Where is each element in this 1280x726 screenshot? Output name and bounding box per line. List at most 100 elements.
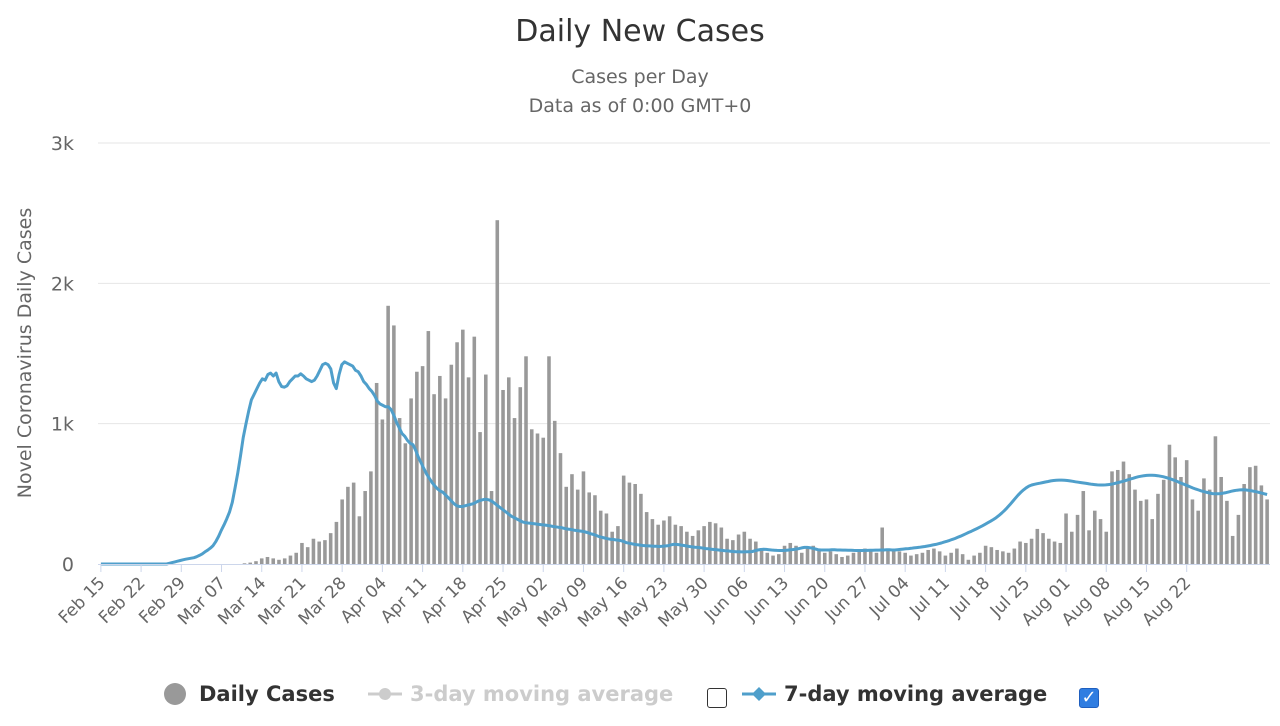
daily-cases-bar[interactable] xyxy=(639,493,643,564)
daily-cases-bar[interactable] xyxy=(323,540,327,564)
daily-cases-bar[interactable] xyxy=(386,305,390,564)
daily-cases-bar[interactable] xyxy=(506,377,511,564)
daily-cases-bar[interactable] xyxy=(1058,542,1063,564)
daily-cases-bar[interactable] xyxy=(581,471,586,564)
daily-cases-bar[interactable] xyxy=(891,549,896,564)
daily-cases-bar[interactable] xyxy=(397,418,402,564)
3-day-moving-average-checkbox[interactable] xyxy=(707,688,727,708)
daily-cases-bar[interactable] xyxy=(771,555,775,564)
daily-cases-bar[interactable] xyxy=(903,552,907,564)
daily-cases-bar[interactable] xyxy=(346,486,350,564)
daily-cases-bar[interactable] xyxy=(736,534,741,564)
daily-cases-bar[interactable] xyxy=(317,541,321,564)
daily-cases-bar[interactable] xyxy=(845,555,850,564)
daily-cases-bar[interactable] xyxy=(799,552,804,564)
daily-cases-bar[interactable] xyxy=(466,377,471,564)
daily-cases-bar[interactable] xyxy=(650,519,655,564)
daily-cases-bar[interactable] xyxy=(822,552,827,564)
daily-cases-bar[interactable] xyxy=(909,555,913,564)
daily-cases-bar[interactable] xyxy=(242,563,247,564)
daily-cases-bar[interactable] xyxy=(1213,436,1218,564)
daily-cases-bar[interactable] xyxy=(1161,479,1166,564)
daily-cases-bar[interactable] xyxy=(1110,471,1114,564)
daily-cases-bar[interactable] xyxy=(334,521,339,564)
daily-cases-bar[interactable] xyxy=(667,516,672,564)
legend-item-7-day-moving-average[interactable]: 7-day moving average xyxy=(742,676,1047,712)
daily-cases-bar[interactable] xyxy=(1184,460,1189,564)
daily-cases-bar[interactable] xyxy=(811,545,816,564)
daily-cases-bar[interactable] xyxy=(627,482,632,564)
daily-cases-bar[interactable] xyxy=(282,558,287,564)
daily-cases-bar[interactable] xyxy=(1127,474,1132,564)
daily-cases-bar[interactable] xyxy=(1219,476,1223,564)
daily-cases-bar[interactable] xyxy=(1081,491,1086,564)
daily-cases-bar[interactable] xyxy=(438,375,442,564)
legend-item-daily-cases[interactable]: Daily Cases xyxy=(163,676,335,712)
daily-cases-bar[interactable] xyxy=(794,545,798,564)
daily-cases-bar[interactable] xyxy=(1115,469,1120,564)
daily-cases-bar[interactable] xyxy=(972,555,976,564)
daily-cases-bar[interactable] xyxy=(432,394,436,564)
daily-cases-bar[interactable] xyxy=(1138,500,1143,564)
daily-cases-bar[interactable] xyxy=(920,552,925,564)
daily-cases-bar[interactable] xyxy=(1179,476,1183,564)
daily-cases-bar[interactable] xyxy=(874,552,879,564)
daily-cases-bar[interactable] xyxy=(455,342,459,564)
daily-cases-bar[interactable] xyxy=(518,387,523,564)
daily-cases-bar[interactable] xyxy=(656,524,660,564)
daily-cases-bar[interactable] xyxy=(1121,461,1126,564)
daily-cases-bar[interactable] xyxy=(461,329,465,564)
daily-cases-bar[interactable] xyxy=(857,549,862,564)
daily-cases-bar[interactable] xyxy=(840,556,844,564)
daily-cases-bar[interactable] xyxy=(782,545,787,564)
daily-cases-bar[interactable] xyxy=(742,531,747,564)
daily-cases-bar[interactable] xyxy=(495,220,500,564)
daily-cases-bar[interactable] xyxy=(357,516,362,564)
daily-cases-bar[interactable] xyxy=(1202,478,1206,564)
daily-cases-bar[interactable] xyxy=(708,521,712,564)
daily-cases-bar[interactable] xyxy=(662,520,666,564)
daily-cases-bar[interactable] xyxy=(1265,499,1269,564)
daily-cases-bar[interactable] xyxy=(271,558,276,564)
daily-cases-bar[interactable] xyxy=(1236,514,1241,564)
daily-cases-bar[interactable] xyxy=(1225,500,1229,564)
daily-cases-bar[interactable] xyxy=(886,548,890,564)
daily-cases-bar[interactable] xyxy=(633,484,637,564)
daily-cases-bar[interactable] xyxy=(403,443,408,564)
daily-cases-bar[interactable] xyxy=(989,547,994,564)
daily-cases-bar[interactable] xyxy=(1052,541,1057,564)
daily-cases-bar[interactable] xyxy=(719,527,724,564)
daily-cases-bar[interactable] xyxy=(484,374,488,564)
daily-cases-bar[interactable] xyxy=(995,549,999,564)
legend-item-3-day-moving-average[interactable]: 3-day moving average xyxy=(368,676,673,712)
daily-cases-bar[interactable] xyxy=(547,356,551,564)
daily-cases-bar[interactable] xyxy=(259,558,264,564)
daily-cases-bar[interactable] xyxy=(955,548,959,564)
7-day-moving-average-checkbox[interactable]: ✓ xyxy=(1079,688,1099,708)
daily-cases-bar[interactable] xyxy=(593,495,597,564)
daily-cases-bar[interactable] xyxy=(415,371,419,564)
daily-cases-bar[interactable] xyxy=(501,389,505,564)
daily-cases-bar[interactable] xyxy=(1248,467,1252,564)
daily-cases-bar[interactable] xyxy=(978,552,982,564)
daily-cases-bar[interactable] xyxy=(535,433,540,564)
daily-cases-bar[interactable] xyxy=(564,486,569,564)
daily-cases-bar[interactable] xyxy=(328,533,333,564)
daily-cases-bar[interactable] xyxy=(363,491,367,564)
daily-cases-bar[interactable] xyxy=(1230,535,1235,564)
daily-cases-bar[interactable] xyxy=(1259,485,1264,564)
daily-cases-bar[interactable] xyxy=(788,542,793,564)
daily-cases-bar[interactable] xyxy=(311,538,316,564)
daily-cases-bar[interactable] xyxy=(443,398,448,564)
daily-cases-bar[interactable] xyxy=(926,549,930,564)
daily-cases-bar[interactable] xyxy=(621,475,626,564)
daily-cases-bar[interactable] xyxy=(943,555,948,564)
daily-cases-bar[interactable] xyxy=(300,542,304,564)
daily-cases-bar[interactable] xyxy=(1207,489,1212,564)
daily-cases-bar[interactable] xyxy=(616,526,620,564)
daily-cases-bar[interactable] xyxy=(932,548,936,564)
daily-cases-bar[interactable] xyxy=(1098,519,1103,564)
daily-cases-bar[interactable] xyxy=(1006,552,1011,564)
daily-cases-bar[interactable] xyxy=(1104,531,1109,564)
daily-cases-bar[interactable] xyxy=(777,554,781,564)
